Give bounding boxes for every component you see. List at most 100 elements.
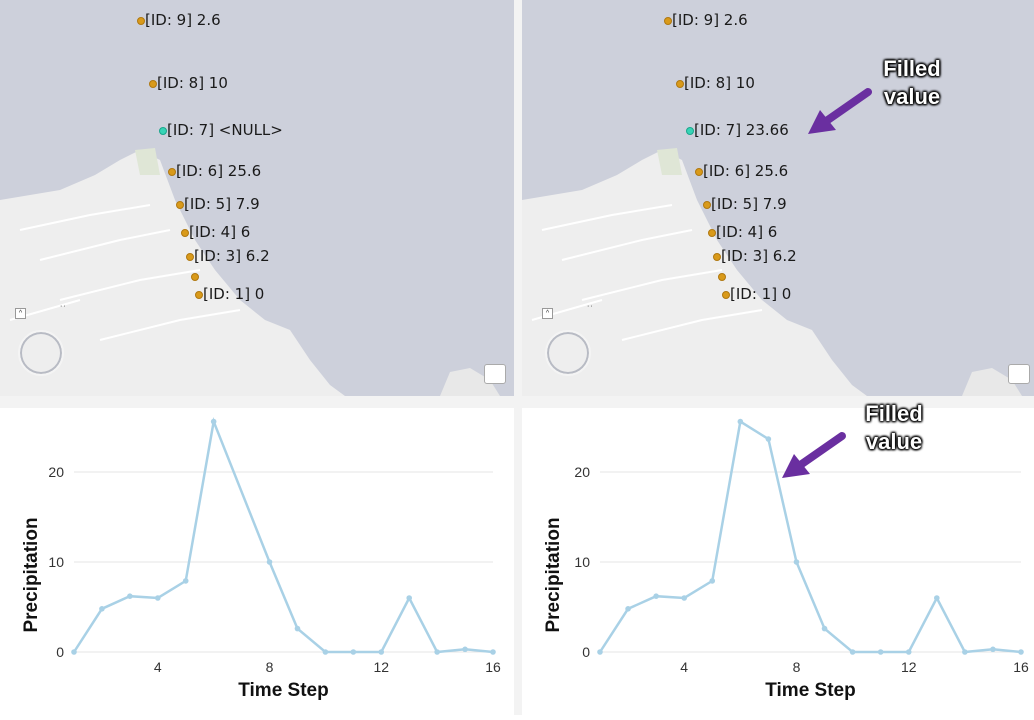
- series-line: [72, 417, 494, 654]
- callout-arrow-icon: [808, 88, 872, 134]
- callout-arrow-icon: [782, 432, 846, 478]
- point-marker[interactable]: [186, 253, 194, 261]
- data-point: [182, 578, 189, 584]
- data-point: [210, 418, 217, 425]
- map-view-before[interactable]: [ID: 9] 2.6 [ID: 8] 10 [ID: 7] <NULL> [ID: …: [0, 0, 514, 396]
- point-label: [ID: 7] <NULL>: [167, 121, 283, 139]
- data-point: [1018, 649, 1024, 655]
- point-label: [ID: 1] 0: [203, 285, 265, 303]
- data-point: [322, 649, 329, 655]
- point-marker[interactable]: [676, 80, 684, 88]
- data-point: [99, 606, 105, 612]
- selected-point-marker[interactable]: [686, 127, 694, 135]
- x-axis-label: Time Step: [238, 680, 328, 701]
- point-label: [ID: 5] 7.9: [711, 195, 787, 213]
- point-marker[interactable]: [713, 253, 721, 261]
- chart-panel-after: 0 10 20 4 8 12 16 Time Step Precipitation Filled…: [522, 401, 1034, 715]
- point-marker[interactable]: [718, 273, 726, 281]
- point-marker[interactable]: [664, 17, 672, 25]
- point-label: [ID: 8] 10: [684, 74, 755, 92]
- collapse-button[interactable]: ^: [542, 308, 553, 319]
- data-point: [653, 593, 659, 599]
- y-tick-label: 10: [574, 554, 590, 570]
- filled-value-callout: Filled value: [854, 400, 934, 456]
- data-point: [681, 595, 687, 601]
- map-view-after[interactable]: [ID: 9] 2.6 [ID: 8] 10 [ID: 7] 23.66 [ID: 6…: [522, 0, 1034, 396]
- filled-value-callout: Filled value: [872, 55, 952, 111]
- point-marker[interactable]: [137, 17, 145, 25]
- y-tick-label: 0: [582, 644, 590, 660]
- scale-marker-icon: ˙˙: [587, 305, 594, 316]
- line-chart: 0 10 20 4 8 12 16 Time Step Precipitation: [543, 418, 1029, 701]
- basemap: [0, 148, 500, 396]
- data-point: [934, 595, 940, 601]
- point-marker[interactable]: [722, 291, 730, 299]
- point-marker[interactable]: [181, 229, 189, 237]
- data-point: [793, 559, 800, 565]
- point-label: [ID: 8] 10: [157, 74, 228, 92]
- point-label: [ID: 9] 2.6: [672, 11, 748, 29]
- y-axis-label: Precipitation: [21, 517, 42, 632]
- point-label: [ID: 5] 7.9: [184, 195, 260, 213]
- series-line: [598, 419, 1022, 654]
- y-tick-label: 10: [48, 554, 64, 570]
- data-point: [434, 649, 440, 655]
- data-point: [597, 649, 603, 655]
- data-point: [294, 625, 301, 632]
- point-label: [ID: 7] 23.66: [694, 121, 789, 139]
- data-point: [737, 418, 744, 425]
- point-label: [ID: 4] 6: [189, 223, 251, 241]
- x-tick-label: 4: [680, 659, 688, 675]
- data-point: [266, 559, 273, 565]
- horizontal-divider: [0, 396, 1034, 408]
- data-point: [155, 595, 161, 601]
- data-point: [849, 649, 856, 655]
- data-point: [71, 649, 77, 655]
- basemap: [522, 148, 1022, 396]
- data-point: [962, 649, 968, 655]
- legend-icon[interactable]: [484, 364, 506, 384]
- point-label: [ID: 1] 0: [730, 285, 792, 303]
- legend-icon[interactable]: [1008, 364, 1030, 384]
- point-marker[interactable]: [176, 201, 184, 209]
- point-label: [ID: 6] 25.6: [176, 162, 262, 180]
- point-marker[interactable]: [703, 201, 711, 209]
- point-marker[interactable]: [708, 229, 716, 237]
- data-point: [765, 436, 772, 442]
- point-label: [ID: 3] 6.2: [721, 247, 797, 265]
- data-point: [462, 646, 468, 653]
- x-tick-label: 16: [485, 659, 501, 675]
- y-axis-label: Precipitation: [543, 517, 564, 632]
- data-point: [490, 649, 496, 655]
- point-label: [ID: 4] 6: [716, 223, 778, 241]
- callout-line-2: value: [865, 429, 923, 454]
- chart-panel-before: 0 10 20 4 8 12 16 Time Step Precipitation: [0, 408, 514, 715]
- point-marker[interactable]: [195, 291, 203, 299]
- data-point: [990, 646, 996, 653]
- data-point: [406, 595, 413, 601]
- x-tick-label: 16: [1013, 659, 1029, 675]
- selected-point-marker[interactable]: [159, 127, 167, 135]
- compass-rotate-icon[interactable]: [18, 330, 64, 376]
- vertical-divider: [514, 0, 522, 715]
- y-tick-label: 20: [574, 464, 590, 480]
- data-point: [127, 593, 133, 599]
- callout-line-1: Filled: [865, 401, 923, 426]
- point-label: [ID: 6] 25.6: [703, 162, 789, 180]
- point-marker[interactable]: [191, 273, 199, 281]
- data-point: [905, 649, 912, 655]
- compass-rotate-icon[interactable]: [545, 330, 591, 376]
- x-tick-label: 8: [266, 659, 274, 675]
- x-tick-label: 12: [901, 659, 917, 675]
- point-marker[interactable]: [149, 80, 157, 88]
- data-point: [877, 649, 884, 655]
- data-point: [821, 625, 828, 632]
- point-marker[interactable]: [168, 168, 176, 176]
- data-point: [378, 649, 385, 655]
- point-marker[interactable]: [695, 168, 703, 176]
- collapse-button[interactable]: ^: [15, 308, 26, 319]
- x-axis-label: Time Step: [765, 680, 855, 701]
- line-chart: 0 10 20 4 8 12 16 Time Step Precipitation: [21, 417, 501, 701]
- callout-line-1: Filled: [883, 56, 941, 81]
- scale-marker-icon: ˙˙: [60, 305, 67, 316]
